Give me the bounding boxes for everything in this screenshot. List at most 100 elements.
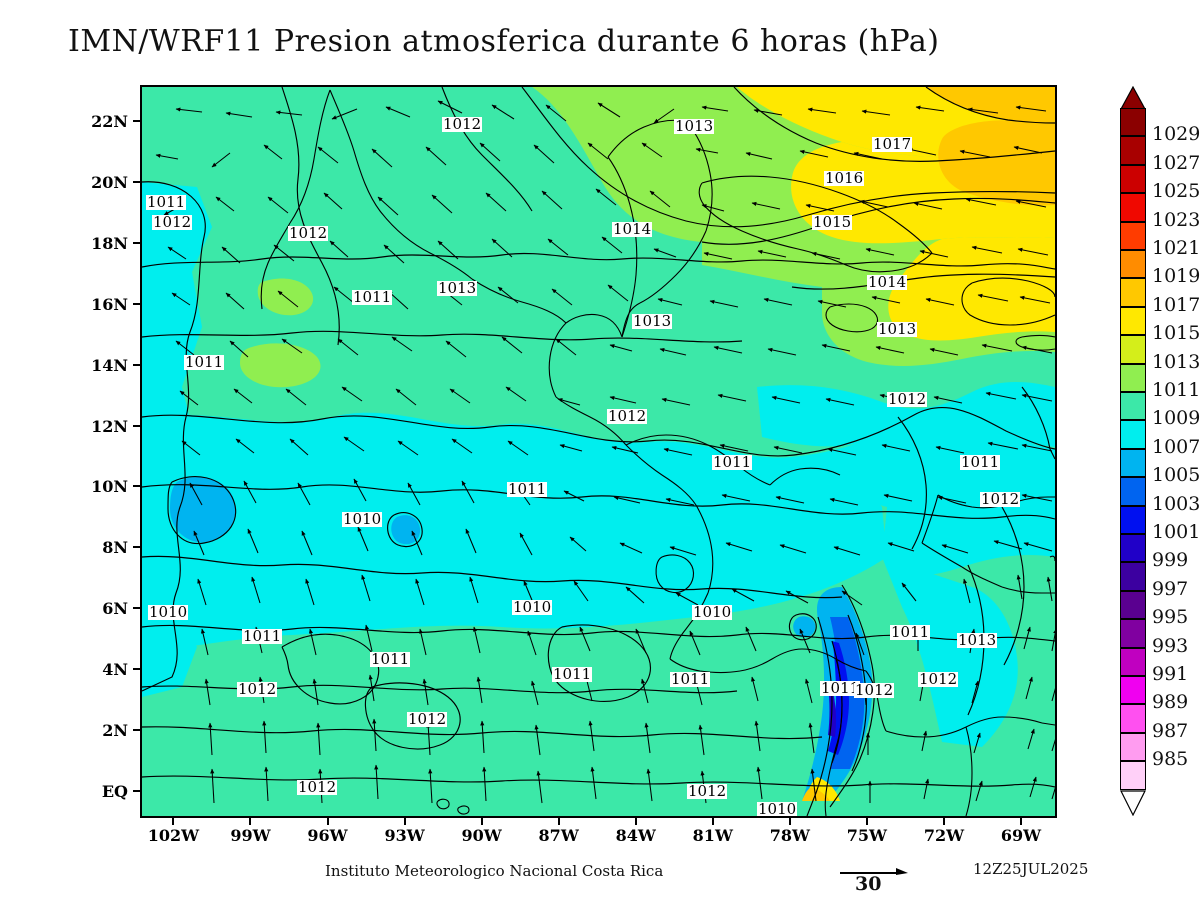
contour-label: 1010 bbox=[148, 603, 189, 621]
contour-label: 1012 bbox=[687, 782, 728, 800]
contour-label: 1012 bbox=[887, 390, 928, 408]
y-axis-tick-label: 20N bbox=[91, 173, 128, 193]
colorbar-tick-label: 1019 bbox=[1152, 265, 1200, 288]
x-axis-tick-label: 84W bbox=[615, 826, 656, 845]
contour-label: 1011 bbox=[507, 480, 548, 498]
x-axis-tick-label: 72W bbox=[923, 826, 965, 845]
colorbar-band bbox=[1120, 590, 1146, 620]
contour-label: 1011 bbox=[712, 453, 753, 471]
colorbar-tick-label: 995 bbox=[1152, 606, 1189, 629]
footer-datetime: 12Z25JUL2025 bbox=[973, 860, 1089, 878]
colorbar-band bbox=[1120, 647, 1146, 676]
colorbar-band bbox=[1120, 761, 1146, 790]
x-axis-tick-label: 75W bbox=[846, 826, 888, 845]
y-axis-tick-mark bbox=[133, 485, 140, 488]
colorbar: 1029 1027 1025 1023 1021 1019 1017 1015 1013 1011… bbox=[1110, 85, 1200, 826]
colorbar-tick-label: 1021 bbox=[1152, 237, 1200, 259]
contour-label: 1013 bbox=[957, 631, 998, 649]
y-axis-tick-label: 10N bbox=[91, 477, 128, 497]
colorbar-tick-label: 1011 bbox=[1152, 379, 1200, 401]
x-axis-tick-mark bbox=[557, 818, 560, 825]
contour-label: 1014 bbox=[867, 273, 908, 291]
contour-label: 1013 bbox=[674, 117, 715, 135]
x-axis-tick-mark bbox=[942, 818, 945, 825]
contour-label: 1012 bbox=[288, 224, 329, 242]
colorbar-tick-label: 1009 bbox=[1152, 407, 1200, 430]
x-axis-tick-label: 96W bbox=[307, 826, 348, 845]
pressure-field-svg bbox=[142, 87, 1055, 816]
contour-label: 1011 bbox=[242, 627, 283, 645]
colorbar-band bbox=[1120, 562, 1146, 591]
contour-label: 1012 bbox=[297, 778, 338, 796]
contour-label: 1011 bbox=[352, 288, 393, 306]
colorbar-band bbox=[1120, 164, 1146, 194]
contour-label: 1011 bbox=[960, 453, 1001, 471]
contour-label: 1013 bbox=[877, 320, 918, 338]
contour-label: 1010 bbox=[512, 598, 553, 616]
y-axis-tick-mark bbox=[133, 424, 140, 427]
colorbar-tick-label: 1025 bbox=[1152, 180, 1200, 203]
colorbar-tick-label: 987 bbox=[1152, 719, 1189, 742]
colorbar-band bbox=[1120, 193, 1146, 222]
contour-label: 1012 bbox=[607, 407, 648, 425]
page-title: IMN/WRF11 Presion atmosferica durante 6 … bbox=[68, 24, 940, 59]
y-axis-tick-mark bbox=[133, 667, 140, 670]
contour-label: 1011 bbox=[370, 650, 411, 668]
contour-label: 1012 bbox=[152, 213, 193, 231]
contour-label: 1010 bbox=[692, 603, 733, 621]
colorbar-tick-label: 1007 bbox=[1152, 435, 1200, 458]
contour-label: 1010 bbox=[342, 510, 383, 528]
colorbar-band bbox=[1120, 534, 1146, 563]
y-axis-tick-label: 18N bbox=[91, 234, 128, 254]
colorbar-tick-label: 993 bbox=[1152, 634, 1189, 657]
contour-label: 1011 bbox=[820, 679, 861, 697]
contour-label: 1010 bbox=[757, 800, 798, 818]
x-axis-tick-mark bbox=[249, 818, 252, 825]
colorbar-tick-label: 1027 bbox=[1152, 151, 1200, 174]
x-axis-tick-mark bbox=[788, 818, 791, 825]
x-axis-tick-label: 69W bbox=[1000, 826, 1042, 845]
x-axis-tick-label: 78W bbox=[769, 826, 810, 845]
contour-label: 1013 bbox=[632, 312, 673, 330]
y-axis-tick-mark bbox=[133, 302, 140, 305]
y-axis-tick-mark bbox=[133, 607, 140, 610]
contour-label: 1017 bbox=[872, 135, 913, 153]
contour-label: 1012 bbox=[918, 670, 959, 688]
y-axis-tick-mark bbox=[133, 789, 140, 792]
y-axis-tick-label: 12N bbox=[91, 416, 128, 436]
colorbar-band bbox=[1120, 420, 1146, 449]
y-axis-tick-mark bbox=[133, 242, 140, 245]
colorbar-tick-label: 989 bbox=[1152, 691, 1189, 714]
x-axis-tick-mark bbox=[634, 818, 637, 825]
y-axis-tick-label: 16N bbox=[91, 294, 128, 314]
colorbar-bottom-arrow bbox=[1120, 789, 1146, 820]
colorbar-tick-label: 999 bbox=[1152, 549, 1189, 572]
colorbar-tick-label: 1029 bbox=[1152, 123, 1200, 146]
contour-label: 1015 bbox=[812, 213, 853, 231]
colorbar-tick-label: 997 bbox=[1152, 577, 1189, 600]
colorbar-tick-label: 1005 bbox=[1152, 464, 1200, 487]
y-axis-tick-label: EQ bbox=[101, 781, 128, 801]
colorbar-tick-label: 1013 bbox=[1152, 350, 1200, 373]
y-axis-tick-mark bbox=[133, 546, 140, 549]
y-axis-tick-mark bbox=[133, 363, 140, 366]
contour-label: 1011 bbox=[890, 623, 931, 641]
y-axis-tick-label: 14N bbox=[91, 355, 128, 375]
colorbar-band bbox=[1120, 250, 1146, 279]
x-axis-tick-label: 93W bbox=[384, 826, 425, 845]
x-axis-tick-label: 102W bbox=[147, 826, 200, 845]
x-axis-tick-mark bbox=[172, 818, 175, 825]
x-axis-tick-label: 90W bbox=[461, 826, 502, 845]
colorbar-band bbox=[1120, 363, 1146, 392]
contour-label: 1013 bbox=[437, 279, 478, 297]
colorbar-band bbox=[1120, 306, 1146, 336]
colorbar-tick-label: 1017 bbox=[1152, 293, 1200, 316]
y-axis-tick-mark bbox=[133, 120, 140, 123]
x-axis-tick-mark bbox=[326, 818, 329, 825]
colorbar-tick-label: 1001 bbox=[1152, 521, 1200, 543]
contour-label: 1011 bbox=[552, 665, 593, 683]
colorbar-tick-label: 1003 bbox=[1152, 492, 1200, 515]
y-axis-tick-mark bbox=[133, 728, 140, 731]
x-axis-tick-mark bbox=[480, 818, 483, 825]
x-axis-tick-mark bbox=[1020, 818, 1023, 825]
